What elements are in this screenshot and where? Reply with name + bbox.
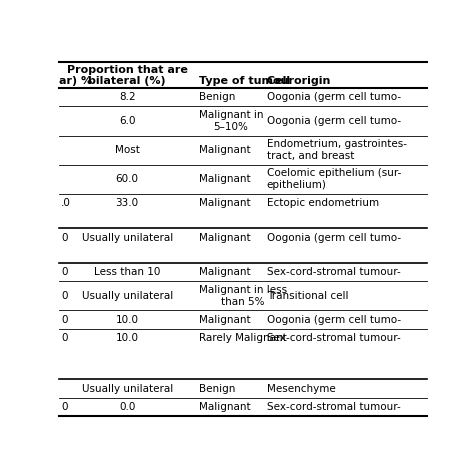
Text: Sex-cord-stromal tumour-: Sex-cord-stromal tumour- bbox=[267, 402, 401, 412]
Text: Sex-cord-stromal tumour-: Sex-cord-stromal tumour- bbox=[267, 333, 401, 343]
Text: Type of tumour: Type of tumour bbox=[199, 76, 294, 86]
Text: Malignant: Malignant bbox=[199, 233, 250, 243]
Text: 0.0: 0.0 bbox=[119, 402, 136, 412]
Text: Malignant: Malignant bbox=[199, 315, 250, 325]
Text: Usually unilateral: Usually unilateral bbox=[82, 233, 173, 243]
Text: Malignant: Malignant bbox=[199, 402, 250, 412]
Text: Endometrium, gastrointes-
tract, and breast: Endometrium, gastrointes- tract, and bre… bbox=[267, 139, 407, 161]
Text: 0: 0 bbox=[61, 402, 68, 412]
Text: Benign: Benign bbox=[199, 383, 235, 394]
Text: Malignant: Malignant bbox=[199, 145, 250, 155]
Text: Oogonia (germ cell tumo-: Oogonia (germ cell tumo- bbox=[267, 116, 401, 126]
Text: 60.0: 60.0 bbox=[116, 174, 139, 184]
Text: Malignant in less
than 5%: Malignant in less than 5% bbox=[199, 285, 287, 307]
Text: 0: 0 bbox=[61, 291, 68, 301]
Text: Usually unilateral: Usually unilateral bbox=[82, 291, 173, 301]
Text: Malignant: Malignant bbox=[199, 198, 250, 208]
Text: Malignant: Malignant bbox=[199, 267, 250, 277]
Text: Oogonia (germ cell tumo-: Oogonia (germ cell tumo- bbox=[267, 233, 401, 243]
Text: 0: 0 bbox=[61, 315, 68, 325]
Text: 8.2: 8.2 bbox=[119, 92, 136, 102]
Text: Less than 10: Less than 10 bbox=[94, 267, 160, 277]
Text: 10.0: 10.0 bbox=[116, 333, 139, 343]
Text: 0: 0 bbox=[61, 333, 68, 343]
Text: Malignant: Malignant bbox=[199, 174, 250, 184]
Text: Mesenchyme: Mesenchyme bbox=[267, 383, 336, 394]
Text: Benign: Benign bbox=[199, 92, 235, 102]
Text: ar) %: ar) % bbox=[59, 76, 92, 86]
Text: Proportion that are: Proportion that are bbox=[67, 64, 188, 74]
Text: Ectopic endometrium: Ectopic endometrium bbox=[267, 198, 379, 208]
Text: 0: 0 bbox=[61, 233, 68, 243]
Text: Coelomic epithelium (sur-
epithelium): Coelomic epithelium (sur- epithelium) bbox=[267, 168, 401, 190]
Text: Oogonia (germ cell tumo-: Oogonia (germ cell tumo- bbox=[267, 315, 401, 325]
Text: Sex-cord-stromal tumour-: Sex-cord-stromal tumour- bbox=[267, 267, 401, 277]
Text: Cell origin: Cell origin bbox=[267, 76, 330, 86]
Text: 33.0: 33.0 bbox=[116, 198, 139, 208]
Text: 10.0: 10.0 bbox=[116, 315, 139, 325]
Text: 0: 0 bbox=[61, 267, 68, 277]
Text: Oogonia (germ cell tumo-: Oogonia (germ cell tumo- bbox=[267, 92, 401, 102]
Text: Transitional cell: Transitional cell bbox=[267, 291, 348, 301]
Text: .0: .0 bbox=[61, 198, 71, 208]
Text: Most: Most bbox=[115, 145, 140, 155]
Text: 6.0: 6.0 bbox=[119, 116, 136, 126]
Text: bilateral (%): bilateral (%) bbox=[88, 76, 166, 86]
Text: Rarely Malignant: Rarely Malignant bbox=[199, 333, 287, 343]
Text: Malignant in
5–10%: Malignant in 5–10% bbox=[199, 110, 264, 132]
Text: Usually unilateral: Usually unilateral bbox=[82, 383, 173, 394]
